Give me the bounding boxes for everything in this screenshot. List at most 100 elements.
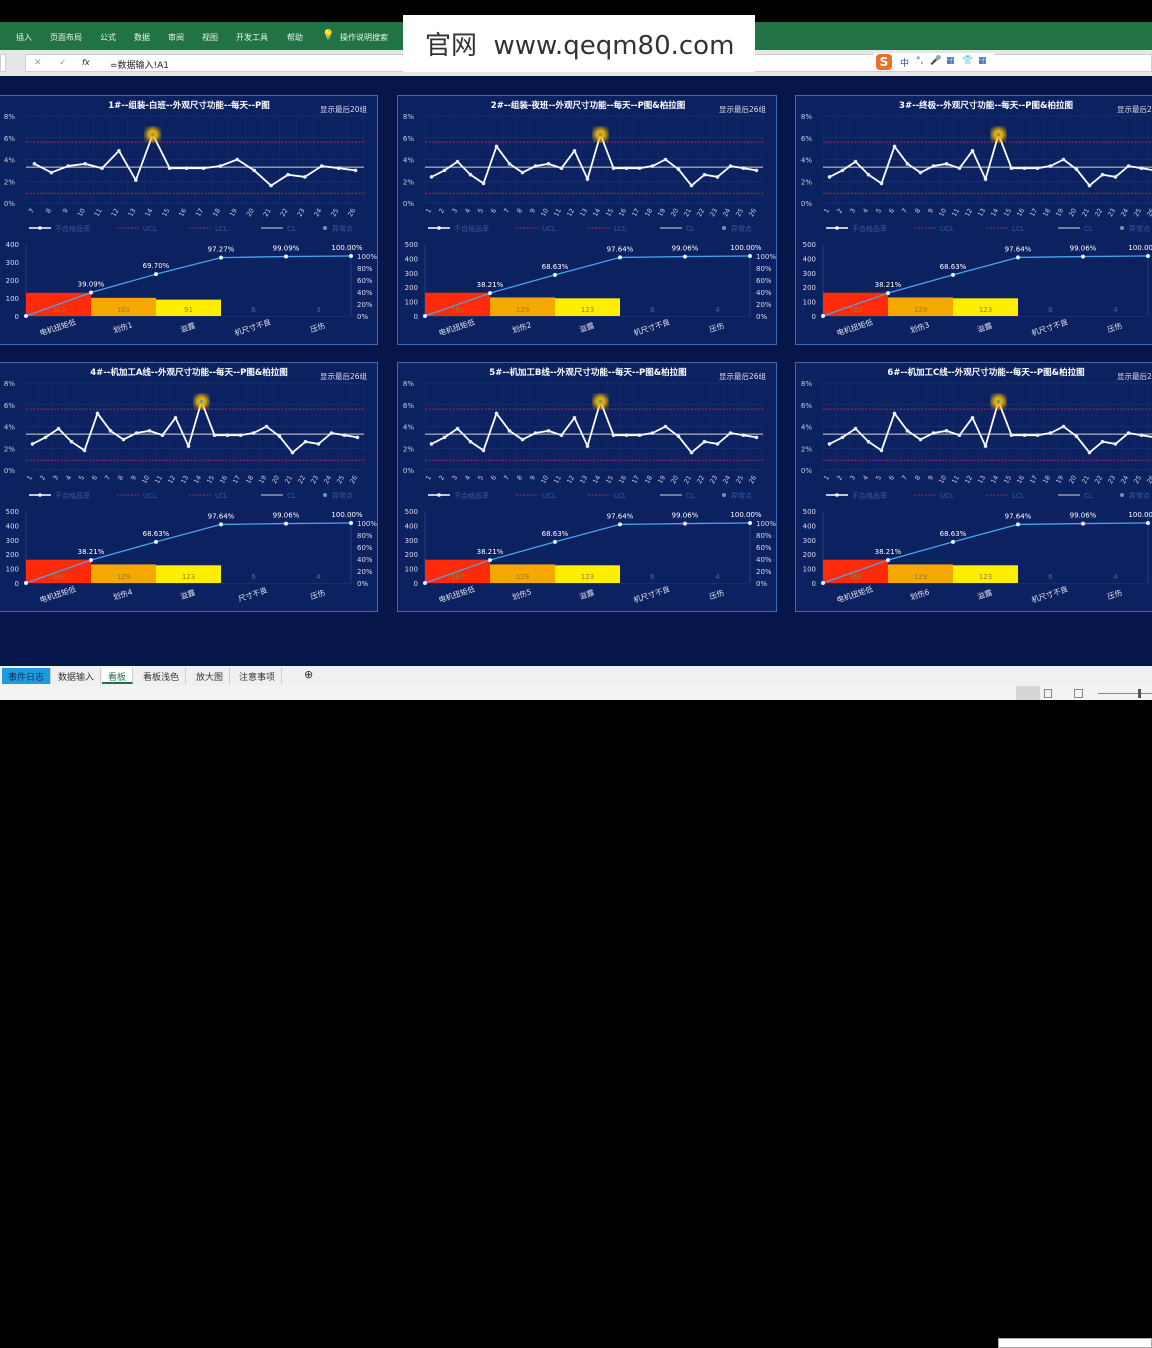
cumulative-point [748, 254, 752, 258]
x-axis-tick: 3 [450, 474, 459, 482]
legend-label: CL [686, 492, 695, 500]
zoom-slider[interactable] [1098, 693, 1152, 694]
formula-input[interactable]: =数据输入!A1 [110, 58, 169, 71]
x-axis-tick: 23 [296, 207, 307, 218]
defect-rate-point [854, 160, 858, 164]
sogou-logo[interactable]: S [876, 54, 892, 70]
cumulative-label: 99.06% [672, 512, 699, 520]
toolbox-icon[interactable]: ▦ [978, 56, 987, 66]
x-axis-tick: 7 [502, 474, 511, 482]
defect-rate-point [638, 166, 642, 170]
pareto-bar [685, 315, 750, 316]
defect-rate-point [235, 158, 239, 162]
legend-label: 异常点 [731, 224, 752, 233]
sheet-tab-dashboard-light[interactable]: 看板浅色 [137, 668, 186, 684]
cumulative-label: 100.00% [331, 244, 362, 252]
cumulative-point [24, 581, 28, 585]
normal-view-icon[interactable] [1016, 686, 1040, 700]
x-axis-tick: 18 [643, 474, 654, 485]
defect-rate-point [269, 184, 273, 188]
pareto-left-tick: 0 [812, 580, 816, 588]
defect-rate-point [958, 433, 962, 437]
x-axis-tick: 26 [1145, 474, 1152, 485]
defect-rate-point [755, 436, 759, 440]
keyboard-icon[interactable]: ▦ [946, 56, 955, 66]
pareto-right-tick: 20% [357, 301, 373, 309]
sheet-tab-notes[interactable]: 注意事项 [233, 668, 282, 684]
chart-panel-6[interactable]: 6#--机加工C线--外观尺寸功能--每天--P图&柏拉图显示最后26组0%2%… [795, 362, 1152, 612]
page-break-view-icon[interactable] [1074, 689, 1083, 698]
pareto-left-tick: 100 [405, 566, 418, 574]
legend-label: CL [287, 225, 296, 233]
x-axis-tick: 15 [160, 207, 171, 218]
x-axis-tick: 12 [963, 474, 974, 485]
pareto-left-tick: 100 [405, 299, 418, 307]
pareto-category: 溢露 [578, 587, 596, 601]
defect-rate-point [508, 162, 512, 166]
pareto-right-tick: 20% [756, 568, 772, 576]
pareto-bar-label: 4 [1113, 573, 1118, 581]
pareto-category: 压伤 [708, 587, 725, 601]
cancel-icon[interactable]: ✕ [34, 58, 42, 68]
tab-page-layout[interactable]: 页面布局 [50, 32, 82, 43]
legend-label: 不合格品率 [852, 491, 887, 500]
skin-icon[interactable]: 👕 [962, 56, 973, 66]
sheet-tab-data-input[interactable]: 数据输入 [52, 668, 101, 684]
defect-rate-point [573, 416, 577, 420]
cumulative-label: 39.09% [78, 281, 105, 289]
tab-insert[interactable]: 插入 [16, 32, 32, 43]
sheet-tab-zoom-chart[interactable]: 放大图 [190, 668, 230, 684]
horizontal-scrollbar[interactable] [998, 1338, 1152, 1348]
legend-label: CL [1084, 492, 1093, 500]
microphone-icon[interactable]: 🎤 [930, 56, 941, 66]
ime-chinese-mode[interactable]: 中 [900, 56, 909, 69]
ime-punctuation-icon[interactable]: °, [916, 56, 923, 66]
defect-rate-point [586, 444, 590, 448]
defect-rate-point [828, 442, 832, 446]
legend-marker [437, 226, 441, 230]
name-box[interactable] [0, 54, 6, 72]
tab-review[interactable]: 审阅 [168, 32, 184, 43]
tab-developer[interactable]: 开发工具 [236, 32, 268, 43]
pareto-left-tick: 400 [803, 255, 816, 263]
sheet-tab-event-log[interactable]: 事件日志 [2, 668, 51, 684]
cumulative-label: 99.06% [1070, 512, 1097, 520]
enter-icon[interactable]: ✓ [59, 58, 67, 68]
tab-formulas[interactable]: 公式 [100, 32, 116, 43]
tell-me-search[interactable]: 操作说明搜索 [340, 32, 388, 43]
legend-label: 异常点 [332, 224, 353, 233]
defect-rate-point [303, 175, 307, 179]
x-axis-tick: 22 [1093, 474, 1104, 485]
defect-rate-point [168, 166, 172, 170]
pareto-right-tick: 60% [357, 277, 373, 285]
defect-rate-point [716, 442, 720, 446]
sheet-tab-dashboard[interactable]: 看板 [102, 668, 133, 684]
p-axis-tick: 0% [4, 200, 15, 208]
tab-data[interactable]: 数据 [134, 32, 150, 43]
x-axis-tick: 24 [322, 474, 333, 485]
pareto-left-tick: 400 [6, 241, 19, 249]
add-sheet-button[interactable]: ⊕ [298, 666, 319, 682]
p-axis-tick: 4% [4, 424, 15, 432]
x-axis-tick: 3 [848, 207, 857, 215]
chart-panel-3[interactable]: 3#--终极--外观尺寸功能--每天--P图&柏拉图显示最后26组0%2%4%6… [795, 95, 1152, 345]
page-layout-view-icon[interactable] [1044, 689, 1052, 698]
tab-view[interactable]: 视图 [202, 32, 218, 43]
defect-rate-point [356, 436, 360, 440]
defect-rate-point [239, 433, 243, 437]
x-axis-tick: 25 [335, 474, 346, 485]
defect-rate-point [521, 438, 525, 442]
defect-rate-point [50, 171, 54, 175]
p-axis-tick: 2% [4, 178, 15, 186]
defect-rate-point [443, 436, 447, 440]
defect-rate-point [945, 162, 949, 166]
tab-help[interactable]: 帮助 [287, 32, 303, 43]
x-axis-tick: 8 [44, 207, 53, 215]
defect-rate-point [677, 167, 681, 171]
fx-icon[interactable]: fx [82, 58, 90, 67]
zoom-slider-handle[interactable] [1138, 689, 1141, 698]
